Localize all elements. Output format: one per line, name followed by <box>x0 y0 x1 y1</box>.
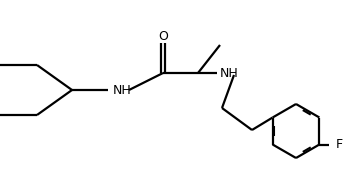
Text: O: O <box>158 29 168 43</box>
Text: NH: NH <box>220 66 239 80</box>
Text: F: F <box>335 138 343 151</box>
Text: NH: NH <box>113 83 132 97</box>
